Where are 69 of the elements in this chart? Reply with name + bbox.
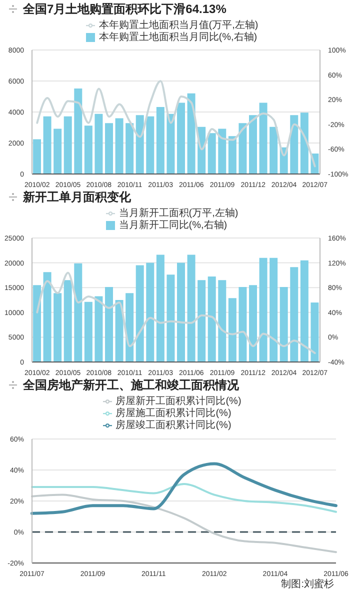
bar [84, 302, 92, 362]
bar [166, 274, 175, 362]
bar [115, 300, 124, 362]
legend-label: 当月新开工同比(%,右轴) [118, 220, 228, 231]
line-series [31, 494, 337, 554]
bar [74, 88, 82, 174]
bar [290, 115, 298, 174]
bar [238, 123, 247, 174]
bar [166, 114, 175, 174]
bar [126, 293, 134, 362]
bar [310, 302, 319, 362]
bar [54, 128, 62, 174]
bar [280, 286, 288, 362]
bar [105, 286, 113, 362]
bar [238, 286, 247, 362]
legend-label: 房屋新开工面积累计同比(%) [116, 396, 242, 407]
bar [156, 107, 164, 174]
bar [94, 296, 103, 362]
bar [74, 263, 82, 362]
text: 制图:刘蜜杉 [280, 578, 335, 591]
bar [270, 126, 278, 174]
bar [33, 285, 41, 362]
bar [94, 114, 103, 174]
legend-label: 房屋施工面积累计同比(%) [116, 408, 232, 419]
bar [115, 118, 124, 174]
bar [218, 128, 226, 174]
bar [136, 265, 144, 362]
chart-title: 新开工单月面积变化 [23, 188, 131, 206]
bar [84, 126, 92, 174]
bar [259, 102, 268, 174]
legend-label: 本年购置土地面积当月值(万平,左轴) [98, 20, 258, 31]
bar [187, 93, 196, 174]
bar [218, 280, 226, 362]
bar [208, 276, 216, 362]
line-series [30, 462, 338, 515]
legend-label: 当月新开工面积(万平,左轴) [118, 208, 238, 219]
bar [290, 267, 298, 362]
bar [105, 123, 113, 174]
line-series [36, 272, 316, 354]
bar [64, 280, 72, 362]
bar [300, 260, 308, 362]
bar [198, 280, 206, 362]
bar [54, 293, 62, 362]
bar [146, 262, 154, 362]
bar [187, 254, 196, 362]
bar [270, 258, 278, 362]
bar [249, 285, 257, 362]
bar [228, 136, 236, 174]
bar [43, 272, 52, 362]
chart-title: 全国7月土地购置面积环比下滑64.13% [23, 0, 226, 18]
bar [136, 115, 144, 174]
bar [43, 116, 52, 174]
bar [64, 116, 72, 174]
bar [208, 133, 216, 174]
line-series [36, 80, 316, 168]
bar [249, 115, 257, 174]
bar [177, 102, 185, 174]
bar [33, 139, 41, 174]
bar [177, 262, 185, 362]
bar [146, 116, 154, 174]
line-series [31, 482, 337, 513]
legend-label: 本年购置土地面积当月同比(%,右轴) [98, 32, 258, 43]
bar [259, 258, 268, 362]
bar [126, 123, 134, 174]
bar [300, 112, 308, 174]
chart-title: 全国房地产新开工、施工和竣工面积情况 [23, 376, 239, 394]
bar [156, 254, 164, 362]
legend-label: 房屋竣工面积累计同比(%) [116, 420, 232, 431]
bar [228, 298, 236, 362]
